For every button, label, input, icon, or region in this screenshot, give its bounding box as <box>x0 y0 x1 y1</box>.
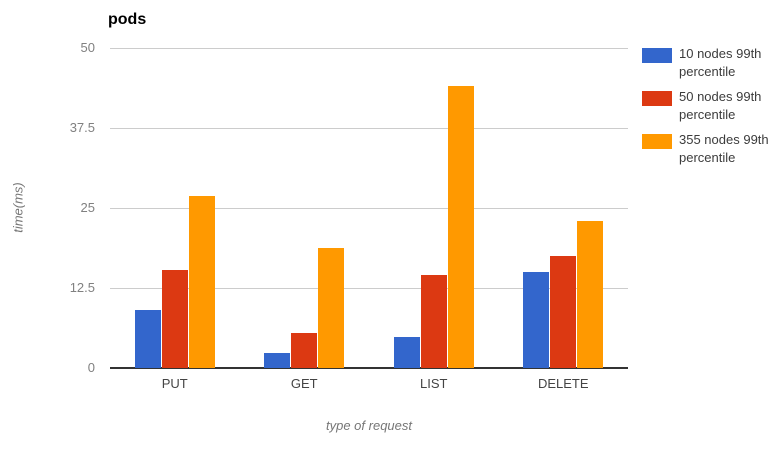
plot-area <box>110 48 629 369</box>
x-category-label: LIST <box>420 376 448 391</box>
x-category-label: PUT <box>161 376 188 391</box>
bar[interactable] <box>523 272 550 368</box>
legend-item: 355 nodes 99th percentile <box>642 131 780 167</box>
y-tick-label: 50 <box>80 40 95 55</box>
gridline <box>110 48 628 49</box>
gridline <box>110 208 628 209</box>
bar[interactable] <box>188 196 215 368</box>
x-category-label: DELETE <box>537 376 589 391</box>
bar[interactable] <box>161 270 188 368</box>
bar[interactable] <box>264 353 291 368</box>
bar[interactable] <box>291 333 318 368</box>
x-axis-title: type of request <box>326 418 412 433</box>
legend-label: 10 nodes 99th percentile <box>679 46 762 79</box>
legend-label: 50 nodes 99th percentile <box>679 89 762 122</box>
bar-group <box>240 48 370 368</box>
y-tick-label: 25 <box>80 200 95 215</box>
legend-swatch <box>642 48 672 63</box>
bar-group <box>369 48 499 368</box>
legend-swatch <box>642 134 672 149</box>
gridline <box>110 288 628 289</box>
bar[interactable] <box>393 337 420 368</box>
bar[interactable] <box>420 274 447 368</box>
x-axis-line <box>110 367 628 369</box>
bar-group <box>110 48 240 368</box>
bar[interactable] <box>318 247 345 368</box>
y-tick-label: 12.5 <box>69 280 95 295</box>
legend-item: 10 nodes 99th percentile <box>642 45 780 81</box>
legend-item: 50 nodes 99th percentile <box>642 88 780 124</box>
bar-group <box>499 48 629 368</box>
y-tick-label: 0 <box>87 360 95 375</box>
gridline <box>110 128 628 129</box>
chart-title: pods <box>108 11 147 28</box>
x-category-label: GET <box>290 376 318 391</box>
bar[interactable] <box>577 220 604 368</box>
legend-swatch <box>642 91 672 106</box>
bar[interactable] <box>550 256 577 368</box>
bar[interactable] <box>134 310 161 368</box>
legend: 10 nodes 99th percentile 50 nodes 99th pe… <box>642 45 780 174</box>
y-axis-title: time(ms) <box>10 182 26 233</box>
y-tick-label: 37.5 <box>69 120 95 135</box>
bar[interactable] <box>447 86 474 368</box>
legend-label: 355 nodes 99th percentile <box>679 132 769 165</box>
